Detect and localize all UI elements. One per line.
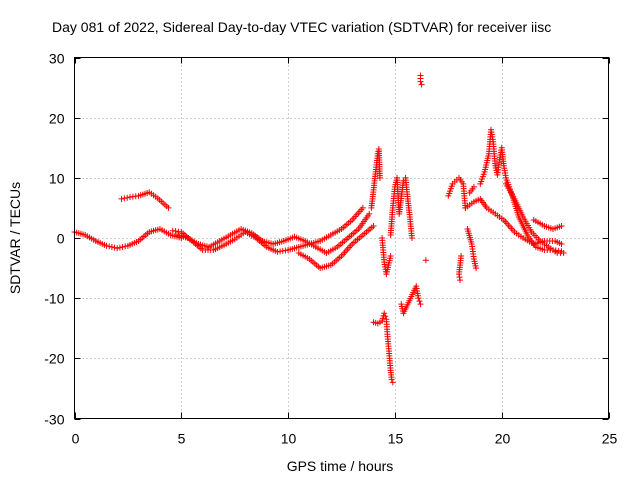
- tick-layer: 0 5 10 15 20 25 -30 -20 -10 0 10 20 30: [44, 51, 617, 447]
- data-point-marker: [114, 245, 121, 252]
- series-outlier-top: [417, 72, 425, 88]
- y-tick-label: -20: [44, 351, 64, 367]
- y-tick-label: -30: [44, 412, 64, 428]
- data-point-marker: [359, 204, 366, 211]
- data-point-marker: [457, 277, 464, 284]
- series-track-3: [169, 204, 366, 255]
- data-point-marker: [119, 244, 126, 251]
- y-tick-label: 30: [49, 51, 65, 67]
- data-point-marker: [470, 183, 477, 190]
- data-point-marker: [376, 174, 383, 181]
- data-point-marker: [473, 265, 480, 272]
- data-point-marker: [417, 78, 424, 85]
- data-point-marker: [389, 379, 396, 386]
- data-point-marker: [121, 195, 128, 202]
- data-point-marker: [558, 241, 565, 248]
- data-point-marker: [416, 298, 423, 305]
- data-point-marker: [108, 244, 115, 251]
- series-track-21: [502, 180, 567, 257]
- data-point-marker: [455, 271, 462, 278]
- data-point-marker: [370, 222, 377, 229]
- data-point-marker: [366, 210, 373, 217]
- series-track-2: [118, 189, 172, 211]
- x-tick-label: 0: [72, 431, 80, 447]
- y-tick-label: 20: [49, 111, 65, 127]
- y-tick-label: 10: [49, 171, 65, 187]
- y-tick-label: 0: [57, 231, 65, 247]
- data-point-marker: [382, 313, 389, 320]
- data-point-marker: [417, 301, 424, 308]
- data-point-marker: [381, 310, 388, 317]
- data-point-marker: [560, 250, 567, 257]
- series-track-5: [295, 222, 377, 272]
- grid-layer: [74, 57, 609, 419]
- data-point-marker: [103, 242, 110, 249]
- x-axis-label: GPS time / hours: [287, 458, 394, 474]
- x-tick-label: 20: [495, 431, 511, 447]
- data-point-marker: [418, 81, 425, 88]
- data-point-marker: [118, 195, 125, 202]
- data-point-marker: [124, 194, 131, 201]
- series-cluster-low: [370, 310, 396, 386]
- data-point-marker: [379, 318, 386, 325]
- data-point-marker: [116, 244, 123, 251]
- y-tick-label: -10: [44, 291, 64, 307]
- data-point-marker: [388, 376, 395, 383]
- x-tick-label: 10: [281, 431, 297, 447]
- series-track-15: [387, 174, 429, 317]
- data-point-marker: [122, 243, 129, 250]
- data-point-marker: [422, 257, 429, 264]
- data-point-marker: [111, 244, 118, 251]
- data-point-marker: [408, 235, 415, 241]
- series-track-19b: [462, 195, 565, 248]
- x-tick-label: 15: [388, 431, 404, 447]
- series-peak-19: [477, 126, 565, 255]
- x-tick-label: 5: [178, 431, 186, 447]
- data-layer: [71, 72, 567, 386]
- plot-frame: [74, 57, 609, 419]
- data-point-marker: [456, 274, 463, 281]
- series-track-4: [174, 210, 373, 257]
- y-axis-label: SDTVAR / TECUs: [7, 182, 23, 294]
- data-point-marker: [387, 253, 394, 260]
- chart-title: Day 081 of 2022, Sidereal Day-to-day VTE…: [52, 19, 551, 35]
- data-point-marker: [106, 243, 113, 250]
- data-point-marker: [415, 295, 422, 302]
- series-track-18: [445, 174, 480, 284]
- x-tick-label: 25: [602, 431, 618, 447]
- series-spike-14: [368, 145, 394, 278]
- data-point-marker: [558, 222, 565, 229]
- data-point-marker: [165, 204, 172, 211]
